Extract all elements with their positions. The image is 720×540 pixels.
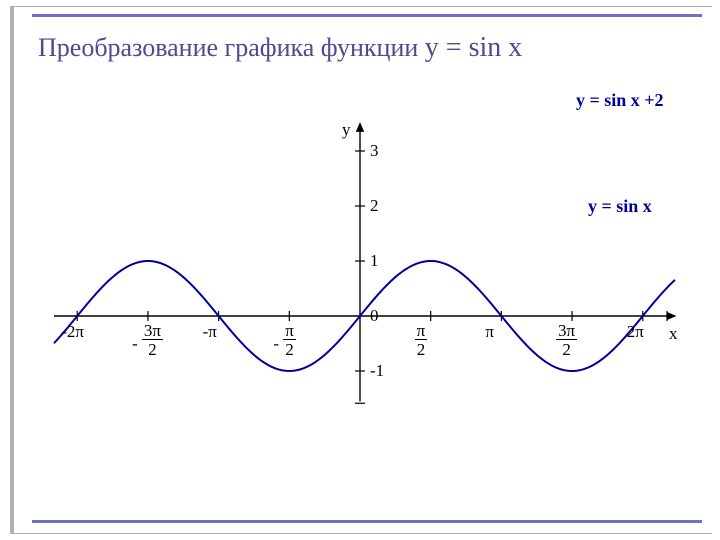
title-prefix: Преобразование графика функции xyxy=(38,33,425,62)
x-tick-label: π xyxy=(485,322,494,342)
x-tick-label: - π2 xyxy=(273,322,296,360)
page-title: Преобразование графика функции y = sin x xyxy=(38,32,522,64)
accent-top xyxy=(32,14,702,17)
x-tick-label: π2 xyxy=(415,322,428,360)
y-tick-label: 2 xyxy=(370,196,379,216)
equation-label: y = sin x +2 xyxy=(576,90,664,111)
accent-bottom xyxy=(32,520,702,523)
title-function: y = sin x xyxy=(425,32,522,63)
x-tick-label: -π xyxy=(203,322,217,342)
x-tick-label: -2π xyxy=(61,322,84,342)
plot-area: 3 2 1 0 -1 -2π - 3π2 -π - π2 π2 π 3π2 2π y x y = sin x … xyxy=(36,78,684,408)
y-axis-label: y xyxy=(342,120,351,140)
y-tick-label: 0 xyxy=(370,306,379,326)
y-tick-label: 3 xyxy=(370,141,379,161)
y-tick-label: -1 xyxy=(370,361,384,381)
x-tick-label: - 3π2 xyxy=(132,322,163,360)
equation-label: y = sin x xyxy=(588,196,652,217)
x-axis-label: x xyxy=(669,324,678,344)
x-tick-label: 3π2 xyxy=(556,322,577,360)
y-tick-label: 1 xyxy=(370,251,379,271)
x-tick-label: 2π xyxy=(627,322,644,342)
